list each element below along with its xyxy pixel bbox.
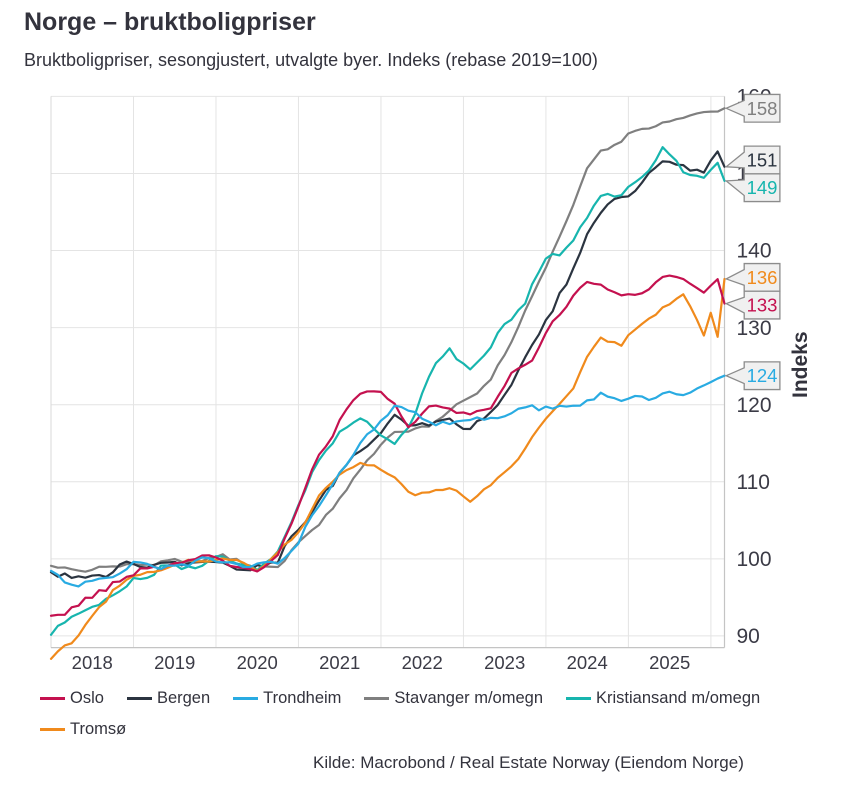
svg-text:2022: 2022 [402,652,443,673]
svg-text:90: 90 [737,625,760,648]
svg-text:133: 133 [747,295,778,316]
svg-text:140: 140 [737,240,772,263]
svg-text:2020: 2020 [237,652,278,673]
svg-text:130: 130 [737,317,772,340]
svg-text:2025: 2025 [649,652,690,673]
svg-text:2023: 2023 [484,652,525,673]
svg-text:100: 100 [737,548,772,571]
svg-text:2024: 2024 [567,652,608,673]
svg-text:151: 151 [747,150,778,171]
svg-text:149: 149 [747,177,778,198]
svg-text:2019: 2019 [154,652,195,673]
svg-text:124: 124 [747,365,778,386]
svg-text:136: 136 [747,267,778,288]
svg-text:110: 110 [737,471,770,494]
svg-text:2021: 2021 [319,652,360,673]
svg-text:120: 120 [737,394,772,417]
svg-text:2018: 2018 [72,652,113,673]
svg-text:158: 158 [747,98,778,119]
